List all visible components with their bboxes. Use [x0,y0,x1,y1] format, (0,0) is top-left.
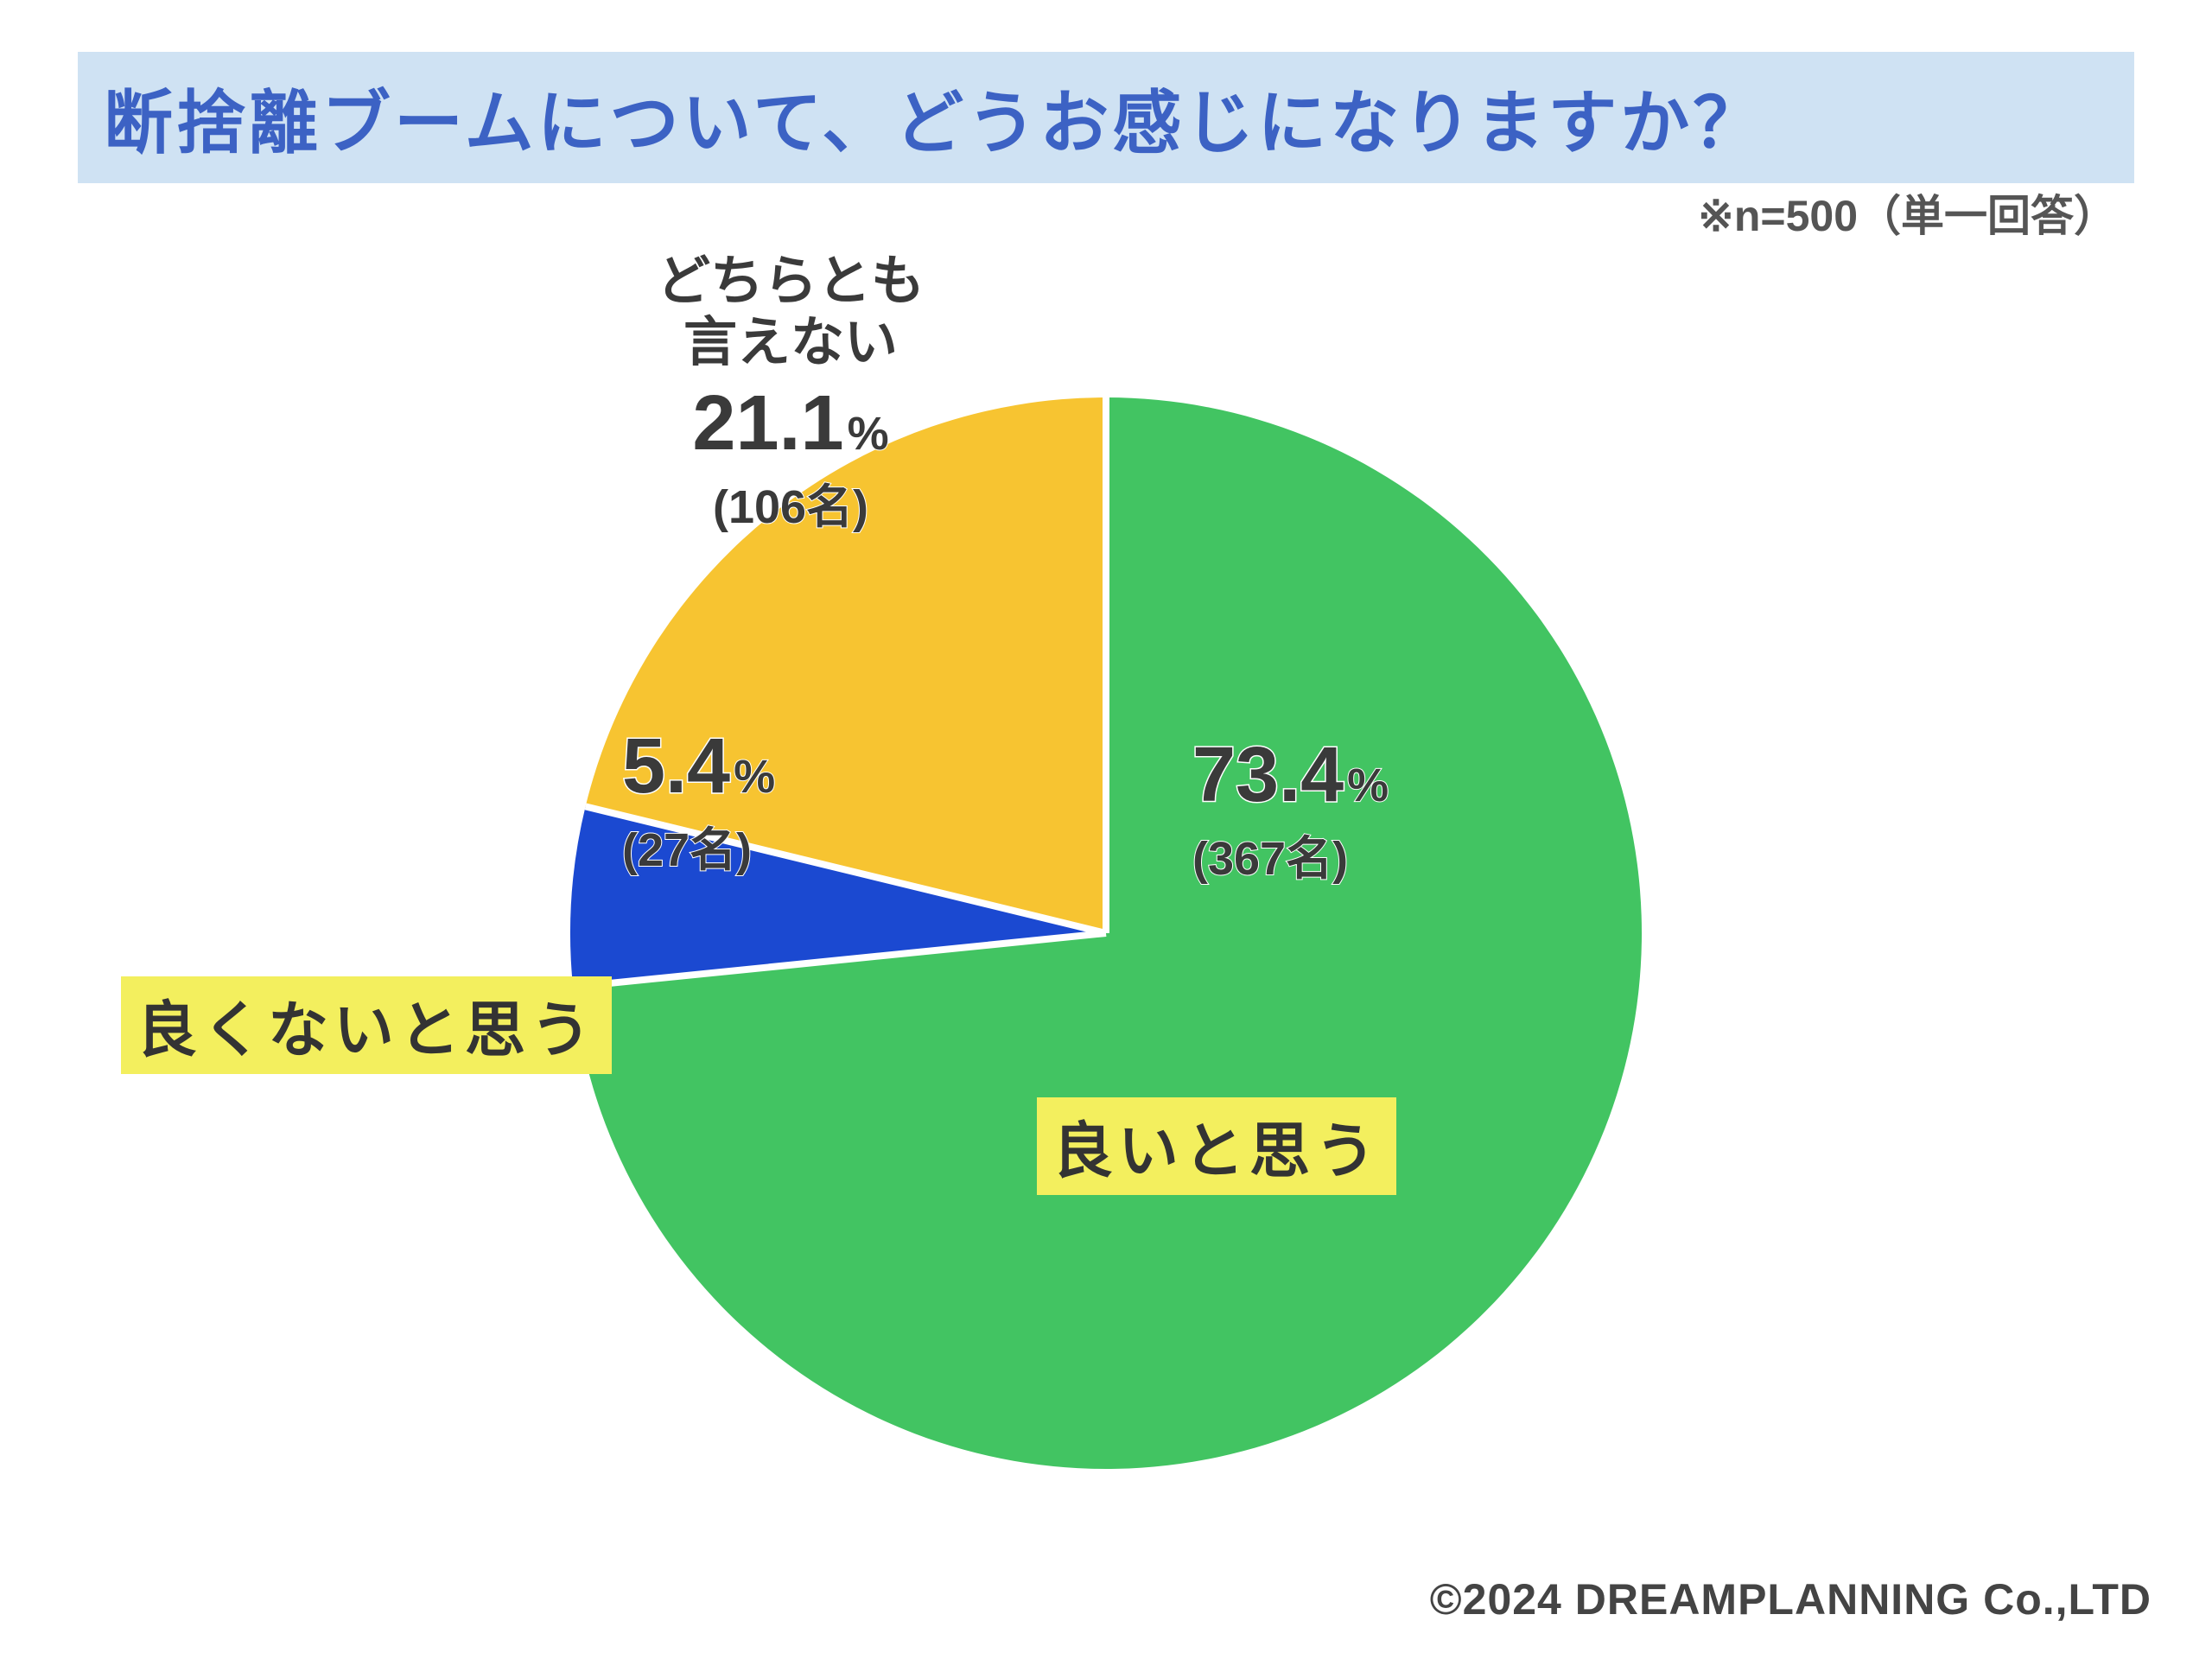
chart-title: 断捨離ブームについて、どうお感じになりますか？ [78,52,2134,183]
neutral-title-l1: どちらとも [657,251,925,311]
bad-pct: 5.4 [622,723,730,810]
highlight-bad: 良くないと思う [121,976,612,1074]
bad-count: (27名) [622,811,775,880]
sample-note: ※n=500（単一回答） [1698,181,2117,244]
pct-symbol: % [848,408,889,460]
highlight-good: 良いと思う [1037,1097,1396,1195]
good-pct: 73.4 [1192,732,1344,818]
pie-chart: どちらとも 言えない 21.1% (106名) 5.4% (27名) 73.4%… [0,259,2212,1555]
copyright: ©2024 DREAMPLANNING Co.,LTD [1430,1574,2152,1624]
neutral-title-l2: 言えない [683,313,898,372]
pct-symbol: % [1347,760,1389,811]
neutral-pct: 21.1 [692,380,843,467]
pct-symbol: % [734,751,775,803]
slice-label-neutral: どちらとも 言えない 21.1% (106名) [657,251,925,537]
slice-label-good: 73.4% (367名) [1192,726,1389,888]
neutral-count: (106名) [657,468,925,537]
slice-label-bad: 5.4% (27名) [622,717,775,880]
good-count: (367名) [1192,820,1389,888]
